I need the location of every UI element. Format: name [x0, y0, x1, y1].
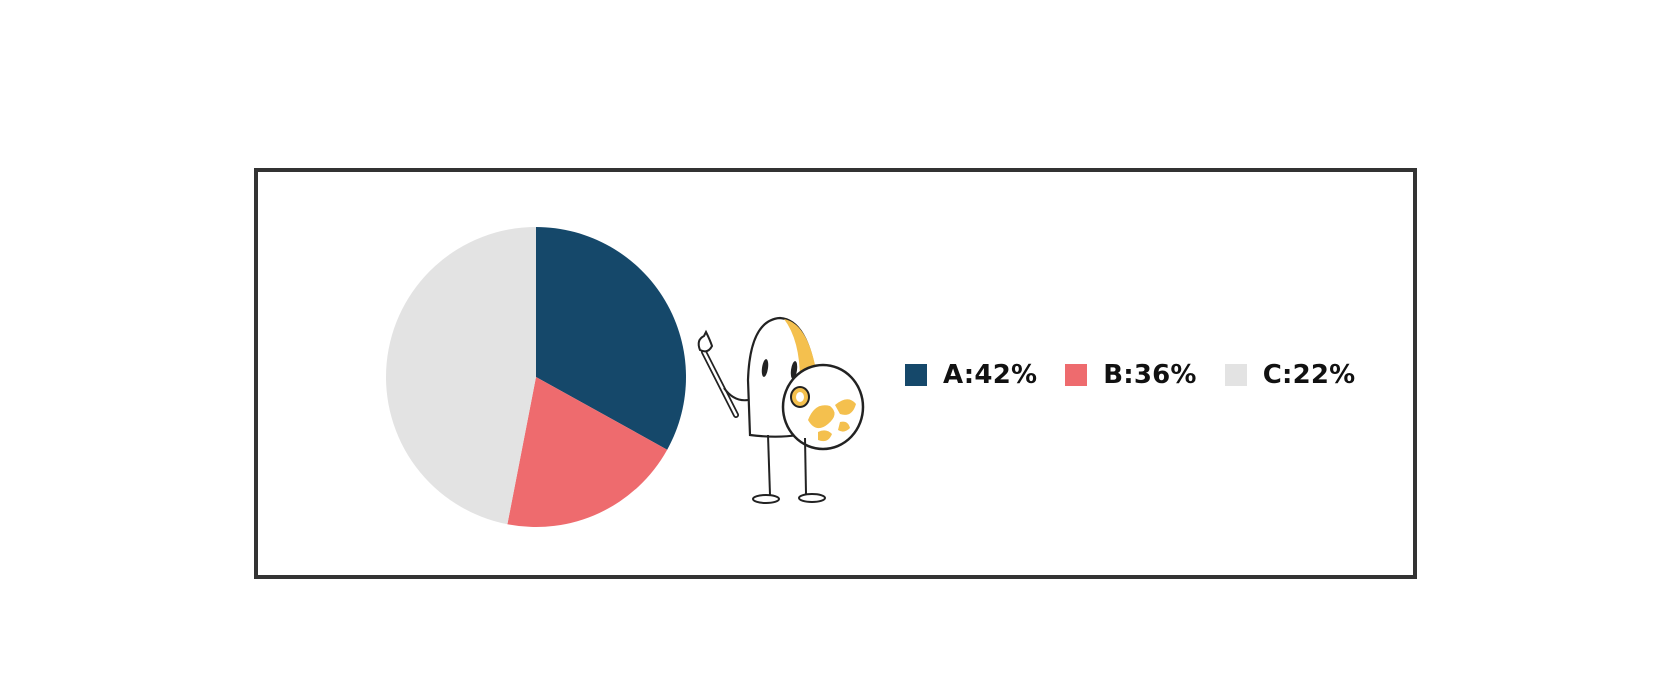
- legend-item-c: C:22%: [1224, 360, 1356, 390]
- pie-slice-c: [386, 227, 536, 525]
- legend: A:42% B:36% C:22%: [905, 358, 1383, 392]
- legend-item-b: B:36%: [1065, 360, 1196, 390]
- legend-item-a: A:42%: [905, 360, 1037, 390]
- legend-label-a: A:42%: [943, 360, 1038, 390]
- pie-slice-b: [507, 377, 668, 527]
- legend-swatch-a: [905, 364, 927, 386]
- paintbrush-icon: [697, 329, 739, 418]
- pie-slice-a: [536, 227, 686, 450]
- legend-swatch-b: [1065, 364, 1088, 386]
- palette-icon: [781, 363, 865, 451]
- legend-label-c: C:22%: [1262, 360, 1356, 390]
- legend-label-b: B:36%: [1103, 360, 1197, 390]
- painter-mascot-icon: [697, 316, 865, 504]
- legend-swatch-c: [1224, 364, 1247, 386]
